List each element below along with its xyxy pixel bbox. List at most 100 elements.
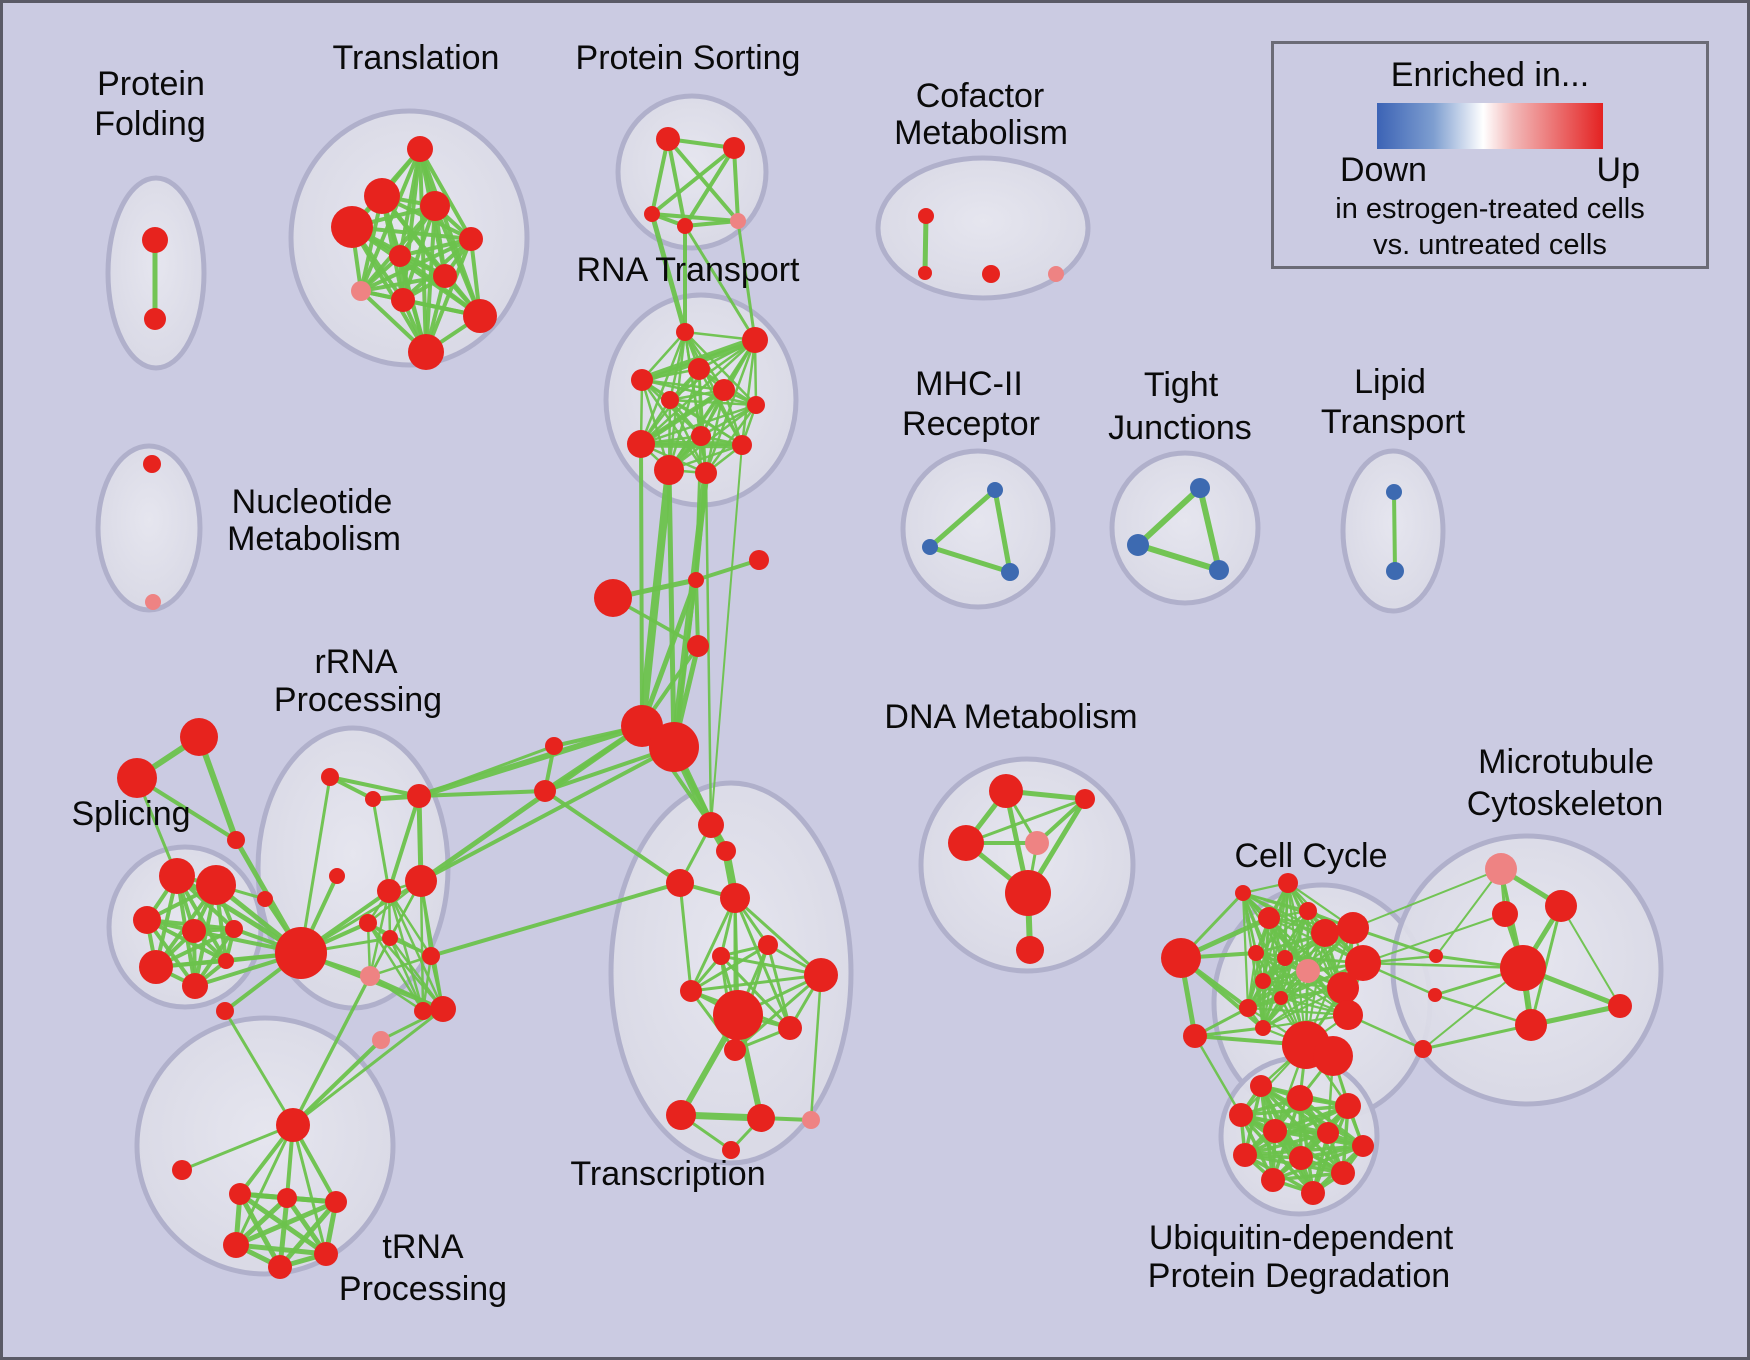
node-tn1 (276, 1108, 310, 1142)
edge-c2-c3 (694, 558, 761, 582)
node-tx4 (720, 883, 750, 913)
node-cc1 (1161, 938, 1201, 978)
edge-tn5-tn7 (277, 1199, 339, 1270)
edge-t5-t11 (424, 237, 473, 354)
edge-t4-t11 (350, 225, 428, 354)
node-spt1 (180, 718, 218, 756)
node-spt3 (227, 831, 245, 849)
node-ps2 (723, 137, 745, 159)
cluster-mhc-ii-receptor-bubble (900, 448, 1056, 610)
node-tx9 (713, 990, 763, 1040)
node-ps4 (677, 218, 693, 234)
legend-gradient-bar (1377, 103, 1603, 149)
node-tx10 (778, 1016, 802, 1040)
node-tn7 (268, 1255, 292, 1279)
node-rt5 (713, 379, 735, 401)
node-s1 (159, 858, 195, 894)
node-r14 (414, 1002, 432, 1020)
cluster-nucleotide-metabolism-label-line2: Metabolism (227, 520, 401, 558)
cluster-ubiquitin-degradation-label-line1: Ubiquitin-dependent (1149, 1219, 1454, 1257)
edge-d2-d3 (964, 797, 1087, 845)
cluster-mhc-ii-receptor-label-line2: Receptor (902, 405, 1040, 443)
edge-rt7-rt9 (699, 403, 758, 438)
cluster-lipid-transport-label-line2: Transport (1321, 403, 1466, 441)
edge-m2-m6 (1529, 904, 1563, 1027)
node-cc10 (1274, 991, 1288, 1005)
node-tx7 (680, 980, 702, 1002)
edge-cc9-cc20 (1246, 881, 1290, 1010)
edge-tx5-tx10 (766, 943, 792, 1030)
node-d4 (1025, 831, 1049, 855)
cluster-protein-sorting-label-line1: Protein Sorting (576, 39, 801, 77)
edge-cc11-cc19 (1241, 891, 1265, 1030)
edge-cc17-cc20 (1286, 881, 1308, 1047)
node-tx15 (722, 1141, 740, 1159)
edge-tx8-tx14 (809, 973, 823, 1122)
edge-tx3-r11 (429, 881, 682, 958)
edge-rt4-rt7 (640, 378, 758, 407)
edge-tn1-tn8 (291, 1123, 328, 1256)
edge-cc2-u4 (1193, 1034, 1243, 1117)
edge-rt11-c6 (666, 467, 677, 750)
node-d2 (948, 825, 984, 861)
node-tx8 (804, 958, 838, 992)
cluster-cofactor-metabolism-bubble (875, 155, 1091, 301)
cluster-rna-transport-label-line1: RNA Transport (577, 251, 801, 289)
node-d5 (1005, 870, 1051, 916)
cluster-translation-label-line1: Translation (333, 39, 500, 77)
node-rt9 (691, 426, 711, 446)
node-m8 (1428, 988, 1442, 1002)
cluster-microtubule-cytoskeleton-label-line1: Microtubule (1478, 743, 1654, 781)
edge-ps3-ps5 (650, 212, 740, 223)
edge-cc5-cc9 (1246, 951, 1258, 1010)
edge-cc17-cc19 (1241, 891, 1308, 1047)
edge-ps4-rt2 (683, 224, 757, 342)
node-u12 (1301, 1181, 1325, 1205)
cluster-trna-processing-label-line1: tRNA (382, 1228, 464, 1266)
node-d6 (1016, 936, 1044, 964)
node-cc11 (1255, 1020, 1271, 1036)
edge-rt9-c2 (694, 434, 703, 582)
edge-r8-r12 (366, 921, 445, 1011)
node-c2 (688, 572, 704, 588)
edge-tj1-tj2 (1135, 485, 1203, 548)
edge-tn1-r13 (291, 1038, 383, 1127)
edge-rt4-rt5 (640, 378, 726, 392)
node-rt11 (654, 455, 684, 485)
node-s8 (257, 891, 273, 907)
node-r5 (377, 879, 401, 903)
edge-tn3-tn7 (237, 1191, 283, 1270)
node-tx6 (712, 947, 730, 965)
node-nm2 (145, 594, 161, 610)
edge-r2-r5 (371, 797, 391, 893)
edge-tx5-tx7 (689, 943, 770, 993)
edge-r5-r14 (387, 889, 425, 1013)
node-rt1 (676, 323, 694, 341)
node-tx14 (802, 1111, 820, 1129)
node-rt12 (695, 462, 717, 484)
node-nm1 (143, 455, 161, 473)
node-tx1 (698, 812, 724, 838)
edge-tn5-tn6 (233, 1199, 339, 1248)
edge-sL-tn1 (223, 1009, 295, 1127)
node-r9 (382, 930, 398, 946)
edge-cc11-cc20 (1261, 881, 1290, 1030)
node-cc18 (1313, 1036, 1353, 1076)
node-m9 (1414, 1040, 1432, 1058)
node-rt3 (688, 358, 710, 380)
legend-up-label: Up (1596, 151, 1640, 189)
node-u6 (1317, 1122, 1339, 1144)
legend-title: Enriched in... (1390, 56, 1590, 94)
edge-r9-r12 (388, 936, 445, 1011)
edge-tn1-tn6 (234, 1123, 295, 1247)
edge-tj1-tj3 (1197, 485, 1222, 573)
node-cc12 (1311, 919, 1339, 947)
node-cc14 (1345, 945, 1381, 981)
node-mh1 (987, 482, 1003, 498)
edge-ps3-rt1 (649, 211, 688, 335)
node-lt2 (1386, 562, 1404, 580)
node-u10 (1261, 1168, 1285, 1192)
node-tj3 (1209, 560, 1229, 580)
node-u1 (1250, 1075, 1272, 1097)
